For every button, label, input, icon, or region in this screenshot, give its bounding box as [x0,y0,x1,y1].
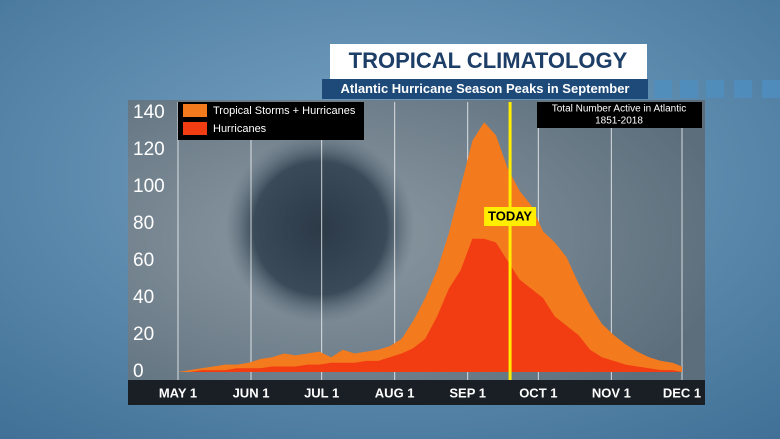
y-tick-label: 40 [133,287,154,308]
x-tick-label: SEP 1 [449,385,486,400]
storm-eye [225,133,415,323]
decor-squares [654,80,780,98]
legend-swatch [183,104,207,117]
x-tick-label: JUL 1 [304,385,339,400]
x-tick-label: MAY 1 [159,385,197,400]
x-tick-label: NOV 1 [592,385,631,400]
y-tick-label: 80 [133,213,154,234]
y-tick-label: 60 [133,250,154,271]
legend-label: Hurricanes [213,123,267,135]
y-tick-label: 140 [133,102,165,123]
area [178,122,682,372]
chart-subtitle: Atlantic Hurricane Season Peaks in Septe… [341,81,630,96]
legend-label: Tropical Storms + Hurricanes [213,105,356,117]
area [178,238,682,372]
subtitle-box [322,79,648,99]
legend [178,102,364,140]
y-tick-label: 20 [133,324,154,345]
note-box [537,102,702,128]
x-axis-band [128,380,705,405]
x-tick-label: DEC 1 [663,385,701,400]
plot [177,102,683,380]
note-line: 1851-2018 [595,116,643,127]
chart-title: TROPICAL CLIMATOLOGY [349,48,628,73]
legend-swatch [183,122,207,135]
x-tick-label: OCT 1 [519,385,557,400]
annotation: TODAY [488,208,532,223]
y-tick-label: 0 [133,361,144,382]
x-tick-label: JUN 1 [233,385,270,400]
title-box [330,44,647,79]
note-line: Total Number Active in Atlantic [552,104,687,115]
x-tick-label: AUG 1 [375,385,415,400]
y-tick-label: 100 [133,176,165,197]
today-box [484,207,537,226]
y-tick-label: 120 [133,139,165,160]
